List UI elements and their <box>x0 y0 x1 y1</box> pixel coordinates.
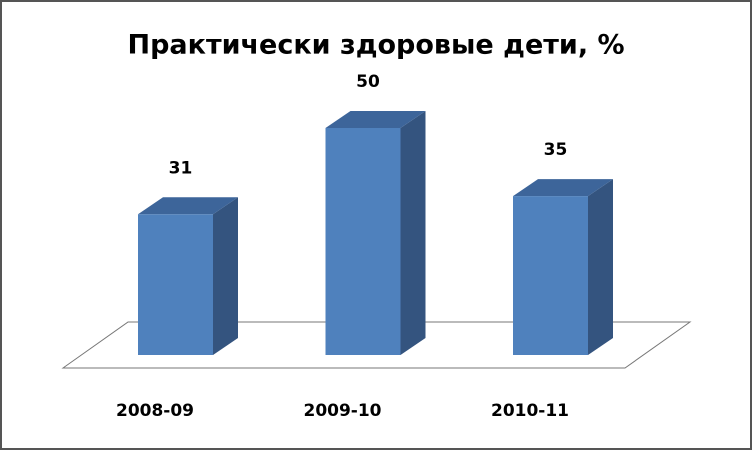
x-tick-label: 2010-11 <box>491 401 569 421</box>
bar-top <box>513 179 613 197</box>
data-label: 50 <box>356 72 380 92</box>
bar-side <box>213 197 238 355</box>
bar-top <box>138 197 238 215</box>
bar-side <box>400 111 426 355</box>
x-tick-label: 2009-10 <box>303 401 381 421</box>
bar <box>325 128 401 355</box>
bar <box>138 214 213 355</box>
data-label: 35 <box>544 140 568 160</box>
data-label: 31 <box>169 158 193 178</box>
bar-top <box>325 111 426 128</box>
bar <box>513 196 588 355</box>
chart-title: Практически здоровые дети, % <box>127 30 624 61</box>
bar-side <box>588 179 613 355</box>
x-tick-label: 2008-09 <box>116 401 194 421</box>
